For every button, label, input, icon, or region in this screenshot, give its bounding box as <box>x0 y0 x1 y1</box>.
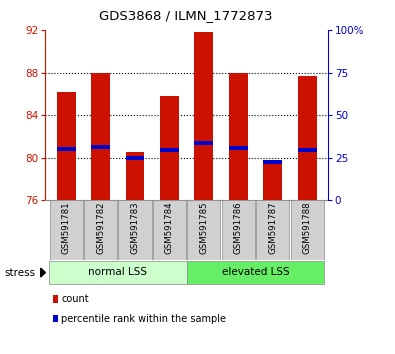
FancyBboxPatch shape <box>186 261 324 284</box>
FancyBboxPatch shape <box>84 200 117 260</box>
Text: GSM591783: GSM591783 <box>130 202 139 255</box>
Text: count: count <box>61 294 89 304</box>
FancyBboxPatch shape <box>187 200 220 260</box>
Text: percentile rank within the sample: percentile rank within the sample <box>61 314 226 324</box>
Bar <box>229 73 248 200</box>
FancyBboxPatch shape <box>256 200 289 260</box>
Text: GSM591781: GSM591781 <box>62 202 71 255</box>
Bar <box>229 146 248 150</box>
FancyBboxPatch shape <box>53 315 58 322</box>
Bar <box>298 148 317 152</box>
FancyBboxPatch shape <box>49 261 186 284</box>
Bar <box>194 32 213 200</box>
Text: stress: stress <box>4 268 35 278</box>
Text: normal LSS: normal LSS <box>88 267 147 277</box>
Bar <box>263 163 282 200</box>
Bar <box>126 152 145 200</box>
Polygon shape <box>41 268 45 277</box>
Text: GSM591788: GSM591788 <box>303 202 312 255</box>
FancyBboxPatch shape <box>222 200 255 260</box>
Bar <box>194 141 213 144</box>
FancyBboxPatch shape <box>118 200 152 260</box>
Bar <box>91 145 110 149</box>
Bar <box>91 73 110 200</box>
Bar <box>298 76 317 200</box>
Bar <box>56 147 75 151</box>
Bar <box>126 156 145 160</box>
Bar <box>160 96 179 200</box>
FancyBboxPatch shape <box>153 200 186 260</box>
FancyBboxPatch shape <box>53 295 58 303</box>
Bar <box>56 92 75 200</box>
Text: GDS3868 / ILMN_1772873: GDS3868 / ILMN_1772873 <box>99 9 273 22</box>
FancyBboxPatch shape <box>49 200 83 260</box>
Text: GSM591784: GSM591784 <box>165 202 174 255</box>
Text: GSM591782: GSM591782 <box>96 202 105 255</box>
Text: elevated LSS: elevated LSS <box>222 267 289 277</box>
Text: GSM591785: GSM591785 <box>199 202 208 255</box>
FancyBboxPatch shape <box>291 200 324 260</box>
Bar <box>263 160 282 164</box>
Text: GSM591786: GSM591786 <box>234 202 243 255</box>
Bar <box>160 148 179 152</box>
Text: GSM591787: GSM591787 <box>268 202 277 255</box>
